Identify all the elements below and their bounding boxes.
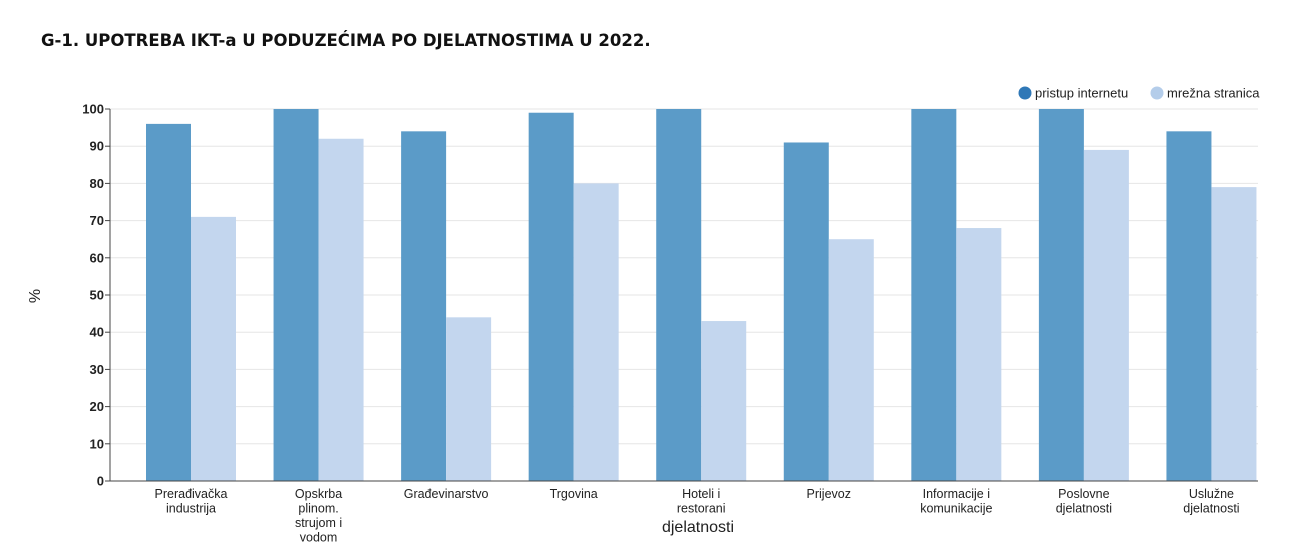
y-tick-label: 10 <box>90 436 104 451</box>
x-axis-title: djelatnosti <box>662 519 734 536</box>
x-category-label: Građevinarstvo <box>404 487 489 501</box>
x-category-label-line: Prijevoz <box>807 487 851 501</box>
x-category-label: Uslužne djelatnosti <box>1183 487 1239 516</box>
bars <box>146 109 1257 482</box>
y-axis-title: % <box>27 289 44 303</box>
bar-mrezna-stranica <box>446 317 492 481</box>
x-category-label: Informacije i komunikacije <box>920 487 992 516</box>
x-category-label: Prijevoz <box>807 487 851 501</box>
x-category-label-line: Informacije i <box>923 487 990 501</box>
x-category-label-line: Građevinarstvo <box>404 487 489 501</box>
bar-pristup-internetu <box>911 109 957 481</box>
x-category-label-line: vodom <box>300 531 338 545</box>
bar-pristup-internetu <box>401 131 447 481</box>
bar-pristup-internetu <box>146 123 191 481</box>
x-category-label-line: Opskrba <box>295 487 342 501</box>
x-category-label-line: djelatnosti <box>1183 502 1239 516</box>
y-tick-label: 40 <box>90 325 104 340</box>
bar-mrezna-stranica <box>1211 187 1257 481</box>
chart-title: G-1. UPOTREBA IKT-a U PODUZEĆIMA PO DJEL… <box>41 31 651 50</box>
y-tick-label: 70 <box>90 213 104 228</box>
legend-swatch <box>1150 86 1164 100</box>
y-tick-label: 0 <box>97 474 104 489</box>
x-category-label-line: Poslovne <box>1058 487 1109 501</box>
legend-swatch <box>1018 86 1032 100</box>
bar-pristup-internetu <box>656 109 702 481</box>
x-category-label-line: strujom i <box>295 516 342 530</box>
bar-pristup-internetu <box>528 112 574 481</box>
y-tick-label: 80 <box>90 176 104 191</box>
y-tick-label: 50 <box>90 288 104 303</box>
bar-mrezna-stranica <box>828 239 874 481</box>
y-tick-labels: 0 10 20 30 40 50 60 70 80 90 100 <box>82 102 104 489</box>
bar-mrezna-stranica <box>956 228 1002 481</box>
y-tick-label: 20 <box>90 399 104 414</box>
x-category-label: Trgovina <box>550 487 598 501</box>
x-category-label: Opskrba plinom. strujom i vodom <box>295 487 342 545</box>
x-category-label-line: plinom. <box>298 502 338 516</box>
x-category-label: Prerađivačka industrija <box>155 487 228 516</box>
bar-pristup-internetu <box>1038 109 1084 481</box>
bar-pristup-internetu <box>273 109 319 481</box>
x-category-labels: Prerađivačka industrija Opskrba plinom. stru… <box>155 487 1240 545</box>
x-category-label-line: Prerađivačka <box>155 487 228 501</box>
bar-pristup-internetu <box>783 142 829 482</box>
x-category-label-line: industrija <box>166 502 216 516</box>
x-category-label-line: djelatnosti <box>1056 502 1112 516</box>
bar-mrezna-stranica <box>573 183 619 481</box>
y-tick-label: 90 <box>90 139 104 154</box>
axes <box>109 109 1258 482</box>
y-tick-label: 100 <box>82 102 104 117</box>
y-tick-label: 30 <box>90 362 104 377</box>
bar-mrezna-stranica <box>1083 149 1129 482</box>
legend: pristup internetu mrežna stranica <box>1018 86 1260 101</box>
bar-mrezna-stranica <box>701 321 747 481</box>
x-category-label-line: Trgovina <box>550 487 598 501</box>
x-category-label: Poslovne djelatnosti <box>1056 487 1112 516</box>
x-category-label-line: Hoteli i <box>682 487 720 501</box>
bar-pristup-internetu <box>1166 131 1212 481</box>
x-category-label-line: Uslužne <box>1189 487 1234 501</box>
bar-mrezna-stranica <box>318 138 364 481</box>
legend-label: pristup internetu <box>1035 86 1128 101</box>
x-category-label: Hoteli i restorani <box>677 487 726 516</box>
bar-mrezna-stranica <box>191 216 236 481</box>
x-category-label-line: restorani <box>677 502 726 516</box>
legend-label: mrežna stranica <box>1167 86 1260 101</box>
y-tick-label: 60 <box>90 250 104 265</box>
x-category-label-line: komunikacije <box>920 502 992 516</box>
